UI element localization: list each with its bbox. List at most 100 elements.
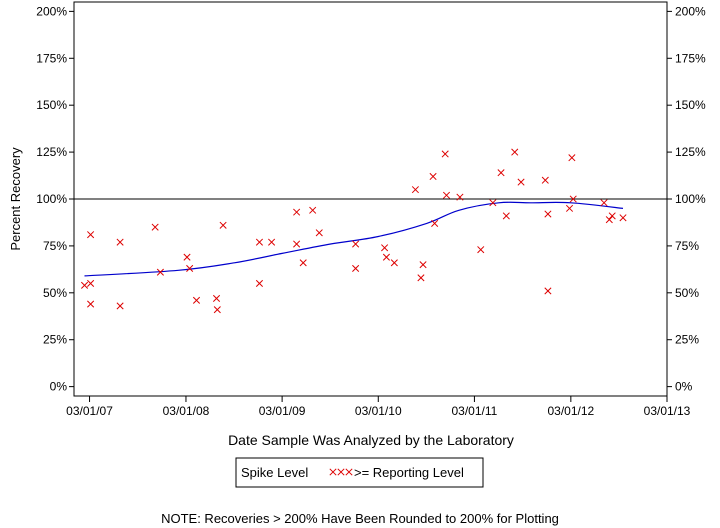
marker-stroke	[255, 238, 264, 246]
data-point	[352, 240, 360, 248]
y-tick-label-right: 25%	[675, 333, 699, 347]
data-point	[151, 223, 159, 231]
data-point	[502, 212, 510, 220]
marker-stroke	[151, 223, 159, 231]
marker-stroke	[116, 238, 124, 246]
marker-stroke	[192, 296, 201, 304]
data-point	[116, 238, 124, 246]
data-point	[299, 259, 307, 267]
legend: Spike Level >= Reporting Level	[235, 457, 484, 488]
data-point	[156, 268, 164, 276]
marker-stroke	[345, 468, 353, 476]
data-point	[315, 229, 323, 237]
marker-stroke	[390, 259, 398, 267]
y-tick-label-left: 175%	[36, 51, 67, 65]
marker-stroke	[511, 148, 519, 156]
data-point	[477, 246, 485, 254]
marker-stroke	[268, 238, 276, 246]
data-point	[390, 259, 398, 267]
data-point	[352, 264, 360, 272]
marker-stroke	[417, 274, 425, 282]
data-point	[381, 244, 389, 252]
marker-stroke	[381, 244, 389, 252]
data-point	[544, 210, 552, 218]
data-point	[87, 300, 95, 308]
marker-stroke	[497, 169, 505, 177]
data-point	[219, 221, 227, 229]
data-point	[605, 216, 613, 224]
x-tick-label: 03/01/10	[355, 404, 402, 418]
footnote: NOTE: Recoveries > 200% Have Been Rounde…	[161, 511, 559, 526]
legend-marker-x	[329, 468, 337, 476]
y-tick-label-left: 200%	[36, 4, 67, 18]
data-point	[565, 204, 574, 212]
y-tick-label-left: 150%	[36, 98, 67, 112]
marker-stroke	[337, 468, 345, 476]
y-tick-label-right: 50%	[675, 286, 699, 300]
data-point	[544, 287, 552, 295]
marker-stroke	[299, 259, 307, 267]
data-point	[497, 169, 505, 177]
marker-stroke	[87, 279, 95, 287]
y-tick-label-left: 0%	[50, 380, 68, 394]
marker-stroke	[569, 195, 577, 203]
marker-stroke	[255, 279, 264, 287]
marker-stroke	[608, 212, 616, 220]
marker-stroke	[315, 229, 323, 237]
data-point	[80, 281, 89, 289]
marker-stroke	[489, 199, 497, 207]
legend-marker-x	[345, 468, 353, 476]
points-layer	[80, 148, 627, 314]
marker-stroke	[544, 210, 552, 218]
marker-stroke	[619, 214, 627, 222]
legend-marker-x	[337, 468, 345, 476]
y-tick-label-right: 175%	[675, 51, 706, 65]
marker-stroke	[431, 219, 439, 227]
y-tick-label-left: 100%	[36, 192, 67, 206]
marker-stroke	[183, 253, 191, 261]
marker-stroke	[442, 191, 451, 199]
marker-stroke	[517, 178, 525, 186]
data-point	[541, 176, 549, 184]
data-point	[192, 296, 201, 304]
marker-stroke	[477, 246, 485, 254]
marker-stroke	[212, 294, 221, 302]
y-tick-label-left: 75%	[43, 239, 67, 253]
data-point	[511, 148, 519, 156]
marker-stroke	[502, 212, 510, 220]
marker-stroke	[186, 264, 194, 272]
x-axis-label: Date Sample Was Analyzed by the Laborato…	[228, 432, 514, 448]
y-tick-label-right: 200%	[675, 4, 706, 18]
marker-stroke	[80, 281, 89, 289]
data-point	[489, 199, 497, 207]
y-tick-label-right: 0%	[675, 380, 693, 394]
data-point	[441, 150, 449, 158]
data-point	[429, 172, 437, 181]
marker-stroke	[219, 221, 227, 229]
data-point	[431, 219, 439, 227]
data-point	[608, 212, 616, 220]
data-point	[87, 279, 95, 287]
data-point	[569, 195, 577, 203]
x-tick-label: 03/01/08	[163, 404, 210, 418]
marker-stroke	[213, 306, 221, 314]
marker-stroke	[87, 300, 95, 308]
data-point	[183, 253, 191, 261]
x-tick-label: 03/01/12	[547, 404, 594, 418]
x-tick-label: 03/01/07	[66, 404, 113, 418]
marker-stroke	[441, 150, 449, 158]
marker-stroke	[352, 264, 360, 272]
marker-stroke	[411, 186, 419, 194]
marker-stroke	[419, 261, 427, 269]
marker-stroke	[116, 302, 124, 310]
x-tick-label: 03/01/09	[259, 404, 306, 418]
marker-stroke	[352, 240, 360, 248]
y-tick-label-right: 75%	[675, 239, 699, 253]
marker-stroke	[541, 176, 549, 184]
legend-marker	[329, 468, 353, 476]
marker-stroke	[568, 154, 576, 162]
marker-stroke	[293, 240, 301, 248]
data-point	[600, 199, 608, 207]
data-point	[212, 294, 221, 302]
